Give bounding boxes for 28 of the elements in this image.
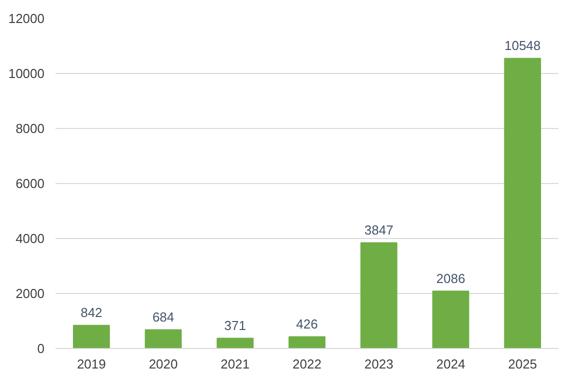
- x-tick-label: 2019: [76, 356, 106, 372]
- y-tick-label: 6000: [16, 176, 44, 191]
- x-tick-label: 2020: [148, 356, 178, 372]
- y-tick-label: 12000: [8, 11, 45, 26]
- x-tick-label: 2021: [220, 356, 250, 372]
- data-label: 10548: [504, 38, 541, 54]
- data-label: 842: [80, 305, 102, 320]
- bar: [432, 290, 470, 348]
- bar: [288, 336, 326, 348]
- data-label: 684: [152, 309, 174, 324]
- bar: [360, 242, 398, 348]
- x-tick-label: 2023: [364, 356, 394, 372]
- y-tick-label: 8000: [16, 121, 44, 136]
- y-tick-label: 0: [37, 341, 45, 356]
- y-tick-label: 4000: [16, 231, 44, 246]
- data-label: 426: [296, 316, 318, 332]
- y-tick-label: 10000: [8, 66, 45, 81]
- bar: [144, 329, 182, 348]
- x-tick-label: 2022: [292, 356, 322, 372]
- data-label: 371: [224, 318, 246, 334]
- bar: [504, 58, 542, 348]
- data-label: 3847: [364, 222, 394, 238]
- bar: [72, 324, 110, 348]
- x-tick-label: 2025: [508, 356, 538, 372]
- y-tick-label: 2000: [16, 286, 44, 301]
- data-label: 2086: [436, 270, 466, 286]
- bar: [216, 338, 254, 348]
- x-tick-label: 2024: [436, 356, 466, 372]
